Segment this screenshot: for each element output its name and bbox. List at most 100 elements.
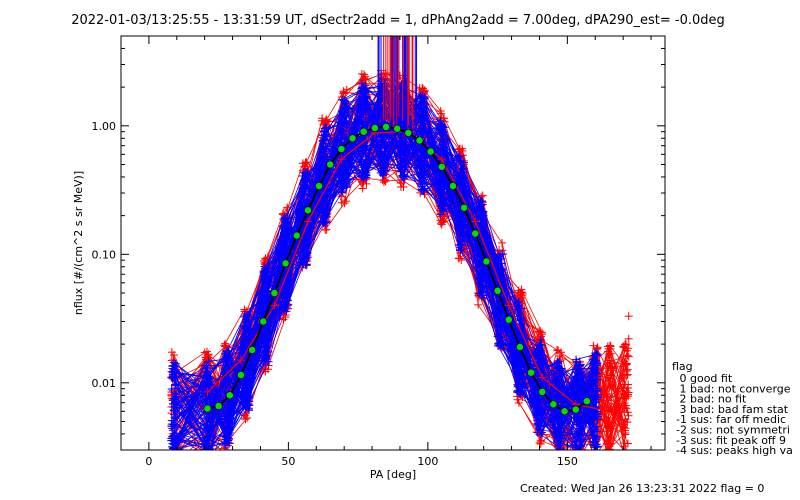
trace-point — [621, 360, 630, 369]
trace-point — [167, 373, 176, 382]
trace-point — [170, 450, 178, 458]
trace-point — [245, 405, 254, 414]
trace-point — [496, 255, 505, 264]
trace-point — [623, 365, 632, 374]
trace-point — [299, 176, 308, 185]
trace-point — [167, 416, 176, 425]
trace-point — [202, 453, 210, 461]
trace-point — [359, 86, 368, 95]
trace-point — [498, 246, 507, 255]
trace-point — [593, 442, 602, 450]
y-tick-label: 0.01 — [92, 377, 117, 390]
trace-point — [283, 203, 292, 212]
x-tick-label: 0 — [145, 455, 152, 468]
trace-point — [339, 87, 348, 96]
trace-point — [240, 305, 249, 314]
fit-point — [404, 129, 413, 137]
trace-point — [458, 177, 467, 186]
trace-point — [555, 357, 564, 366]
trace-point — [589, 455, 597, 463]
trace-point — [474, 300, 483, 309]
trace-point — [535, 438, 544, 447]
trace-point — [299, 168, 308, 177]
trace-point — [572, 357, 581, 366]
fit-point — [449, 182, 457, 190]
outlier-point — [624, 334, 633, 343]
trace-point — [605, 356, 614, 365]
trace-point — [478, 200, 487, 209]
series-point — [203, 387, 212, 396]
trace-point — [592, 387, 601, 396]
trace-point — [171, 449, 173, 450]
trace-point — [588, 364, 597, 373]
trace-point — [455, 219, 464, 228]
trace-point — [302, 253, 311, 262]
trace-point — [360, 160, 369, 169]
trace-point — [437, 202, 446, 211]
trace-point — [622, 453, 630, 461]
fit-point — [359, 127, 368, 136]
trace-point — [518, 291, 527, 300]
trace-point — [417, 101, 426, 110]
trace-point — [169, 420, 178, 429]
y-axis: 0.01 0.10 1.00 — [92, 35, 665, 451]
fit-point — [248, 346, 257, 354]
trace-point — [436, 107, 445, 116]
trace-point — [593, 376, 602, 385]
trace-point — [168, 439, 177, 448]
trace-point — [206, 450, 214, 458]
trace-point — [517, 314, 526, 323]
trace-point — [593, 451, 601, 459]
fit-point — [315, 182, 323, 190]
trace-point — [436, 175, 445, 184]
series-point — [303, 217, 312, 226]
trace-point — [205, 375, 214, 384]
trace-point — [264, 357, 273, 366]
fit-point — [460, 203, 469, 212]
trace-point — [417, 173, 426, 182]
trace-point — [621, 430, 630, 439]
trace-point — [221, 349, 230, 358]
trace-point — [225, 449, 227, 450]
fit-point — [493, 286, 502, 295]
trace-point — [168, 451, 176, 459]
trace-point — [281, 311, 290, 320]
trace-point — [170, 394, 179, 403]
fit-point — [482, 257, 491, 266]
trace-point — [554, 362, 563, 371]
legend-entry: -2 sus: not symmetri — [676, 424, 790, 437]
trace-point — [621, 415, 630, 424]
fit-curve — [203, 123, 591, 416]
trace-point — [205, 458, 213, 466]
legend-entry: 0 good fit — [676, 372, 733, 385]
trace-point — [515, 374, 524, 383]
fit-point — [259, 317, 268, 326]
trace-point — [418, 153, 427, 162]
trace-point — [245, 394, 254, 403]
trace-point — [572, 375, 581, 384]
trace-point — [401, 142, 410, 151]
trace-point — [340, 167, 349, 176]
trace-point — [168, 450, 176, 458]
trace-point — [624, 344, 633, 353]
trace-point — [169, 364, 178, 373]
series-point — [236, 356, 245, 365]
trace-point — [221, 425, 230, 434]
trace-point — [436, 190, 445, 199]
trace-point — [513, 381, 522, 390]
trace-point — [340, 118, 349, 127]
trace-point — [300, 249, 309, 258]
trace-point — [553, 442, 562, 450]
trace-point — [419, 117, 428, 126]
trace-point — [202, 414, 211, 423]
fit-point — [304, 206, 312, 215]
fit-point — [549, 400, 558, 409]
trace-point — [317, 116, 326, 125]
trace-point — [318, 155, 327, 164]
trace-point — [322, 225, 331, 234]
fit-point — [370, 124, 379, 132]
flux-traces — [167, 36, 633, 466]
trace-point — [361, 146, 370, 155]
trace-point — [378, 155, 387, 164]
trace-point — [171, 390, 180, 399]
